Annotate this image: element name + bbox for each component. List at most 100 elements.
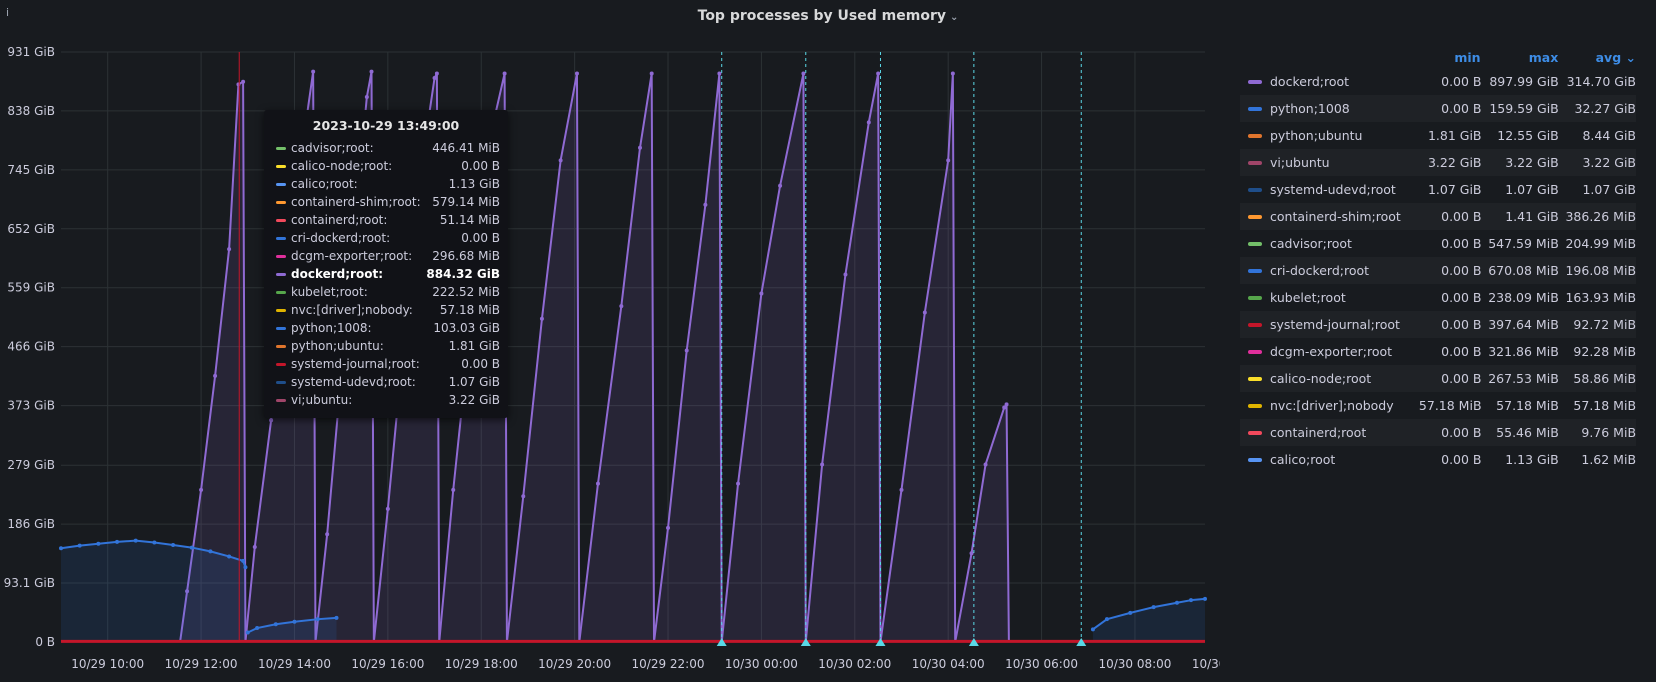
tooltip-series-name: systemd-journal;root: — [291, 357, 420, 371]
legend-header-avg[interactable]: avg ⌄ — [1558, 50, 1636, 65]
legend-series-name[interactable]: systemd-udevd;root — [1270, 182, 1396, 197]
tooltip-series-name: systemd-udevd;root: — [291, 375, 416, 389]
x-tick-label: 10/30 00:00 — [725, 657, 798, 671]
series-swatch — [276, 326, 286, 330]
series-swatch — [276, 272, 286, 276]
data-point — [255, 626, 260, 631]
series-layer — [59, 69, 1207, 643]
legend-max-value: 57.18 MiB — [1496, 398, 1559, 413]
data-point — [334, 615, 339, 620]
legend-row[interactable]: containerd;root 0.00 B 55.46 MiB 9.76 MiB — [1240, 419, 1636, 446]
tooltip-row: containerd-shim;root: 579.14 MiB — [264, 193, 508, 211]
tooltip-series-value: 0.00 B — [461, 159, 500, 173]
legend-max-value: 897.99 GiB — [1489, 74, 1559, 89]
series-swatch[interactable] — [1248, 241, 1262, 246]
series-swatch[interactable] — [1248, 187, 1262, 192]
series-swatch[interactable] — [1248, 430, 1262, 435]
series-swatch — [276, 308, 286, 312]
legend-series-name[interactable]: nvc:[driver];nobody — [1270, 398, 1394, 413]
legend-row[interactable]: calico-node;root 0.00 B 267.53 MiB 58.86 Mi… — [1240, 365, 1636, 392]
legend-series-name[interactable]: calico-node;root — [1270, 371, 1372, 386]
data-point — [684, 348, 689, 353]
series-swatch[interactable] — [1248, 403, 1262, 408]
series-swatch[interactable] — [1248, 322, 1262, 327]
legend-series-name[interactable]: vi;ubuntu — [1270, 155, 1330, 170]
legend-series-name[interactable]: kubelet;root — [1270, 290, 1346, 305]
legend-series-name[interactable]: containerd;root — [1270, 425, 1367, 440]
series-swatch — [276, 344, 286, 348]
data-point — [269, 418, 274, 423]
data-point — [273, 622, 278, 627]
legend-series-name[interactable]: systemd-journal;root — [1270, 317, 1400, 332]
legend-series-name[interactable]: python;1008 — [1270, 101, 1350, 116]
chevron-down-icon[interactable]: ⌄ — [949, 12, 959, 23]
y-tick-label: 466 GiB — [7, 340, 55, 354]
data-point — [574, 71, 579, 76]
series-swatch — [276, 236, 286, 240]
legend-series-name[interactable]: calico;root — [1270, 452, 1336, 467]
data-point — [171, 543, 176, 548]
legend-header-avg-label[interactable]: avg — [1595, 49, 1622, 65]
series-swatch — [276, 146, 286, 150]
legend-row[interactable]: systemd-journal;root 0.00 B 397.64 MiB 92.7… — [1240, 311, 1636, 338]
legend-row[interactable]: python;ubuntu 1.81 GiB 12.55 GiB 8.44 GiB — [1240, 122, 1636, 149]
tooltip-row: calico-node;root: 0.00 B — [264, 157, 508, 175]
series-swatch[interactable] — [1248, 79, 1262, 84]
legend-min-value: 0.00 B — [1441, 209, 1482, 224]
x-axis: 10/29 10:00 10/29 12:00 10/29 14:00 10/29 1… — [71, 657, 1220, 671]
series-swatch[interactable] — [1248, 457, 1262, 462]
legend-row[interactable]: vi;ubuntu 3.22 GiB 3.22 GiB 3.22 GiB — [1240, 149, 1636, 176]
series-swatch[interactable] — [1248, 295, 1262, 300]
series-line — [505, 72, 581, 643]
legend-row[interactable]: calico;root 0.00 B 1.13 GiB 1.62 MiB — [1240, 446, 1636, 473]
series-line — [653, 72, 723, 643]
tooltip-row: cri-dockerd;root: 0.00 B — [264, 229, 508, 247]
x-tick-label: 10/29 18:00 — [445, 657, 518, 671]
series-swatch[interactable] — [1248, 349, 1262, 354]
data-point — [946, 158, 951, 163]
legend-series-name[interactable]: dcgm-exporter;root — [1270, 344, 1393, 359]
data-point — [227, 554, 232, 559]
legend-series-name[interactable]: python;ubuntu — [1270, 128, 1363, 143]
legend-series-name[interactable]: cadvisor;root — [1270, 236, 1352, 251]
legend-avg-value: 92.72 MiB — [1573, 317, 1637, 332]
y-tick-label: 559 GiB — [7, 281, 55, 295]
data-point — [1104, 617, 1109, 622]
legend-max-value: 670.08 MiB — [1488, 263, 1559, 278]
legend-row[interactable]: kubelet;root 0.00 B 238.09 MiB 163.93 MiB — [1240, 284, 1636, 311]
series-swatch[interactable] — [1248, 106, 1262, 111]
sort-desc-icon[interactable]: ⌄ — [1625, 49, 1636, 65]
series-swatch[interactable] — [1248, 160, 1262, 165]
legend-row[interactable]: cri-dockerd;root 0.00 B 670.08 MiB 196.08 M… — [1240, 257, 1636, 284]
legend-row[interactable]: python;1008 0.00 B 159.59 GiB 32.27 GiB — [1240, 95, 1636, 122]
series-swatch[interactable] — [1248, 133, 1262, 138]
legend-row[interactable]: dockerd;root 0.00 B 897.99 GiB 314.70 GiB — [1240, 68, 1636, 95]
info-icon[interactable]: i — [6, 6, 10, 19]
series-swatch — [276, 362, 286, 366]
legend-series-name[interactable]: containerd-shim;root — [1270, 209, 1401, 224]
y-tick-label: 0 B — [35, 635, 55, 649]
chart-canvas[interactable]: 931 GiB 838 GiB 745 GiB 652 GiB 559 GiB 466 G… — [0, 0, 1220, 682]
data-point — [325, 532, 330, 537]
legend-header-min[interactable]: min — [1454, 49, 1481, 65]
legend-row[interactable]: systemd-udevd;root 1.07 GiB 1.07 GiB 1.07 G… — [1240, 176, 1636, 203]
panel-title[interactable]: Top processes by Used memory ⌄ — [0, 8, 1656, 24]
series-swatch[interactable] — [1248, 268, 1262, 273]
tooltip-series-name: vi;ubuntu: — [291, 393, 353, 407]
legend-series-name[interactable]: cri-dockerd;root — [1270, 263, 1370, 278]
legend-row[interactable]: cadvisor;root 0.00 B 547.59 MiB 204.99 MiB — [1240, 230, 1636, 257]
series-swatch[interactable] — [1248, 214, 1262, 219]
data-point — [983, 462, 988, 467]
legend-row[interactable]: dcgm-exporter;root 0.00 B 321.86 MiB 92.28 … — [1240, 338, 1636, 365]
tooltip-series-value: 103.03 GiB — [433, 321, 500, 335]
y-tick-label: 931 GiB — [7, 45, 55, 59]
series-line — [720, 72, 807, 643]
data-point — [778, 183, 783, 188]
series-swatch[interactable] — [1248, 376, 1262, 381]
legend-row[interactable]: containerd-shim;root 0.00 B 1.41 GiB 386.26… — [1240, 203, 1636, 230]
legend-row[interactable]: nvc:[driver];nobody 57.18 MiB 57.18 MiB 57.… — [1240, 392, 1636, 419]
legend-series-name[interactable]: dockerd;root — [1270, 74, 1350, 89]
legend-header-max[interactable]: max — [1528, 49, 1559, 65]
panel-title-text[interactable]: Top processes by Used memory — [697, 8, 946, 24]
x-tick-label: 10/30 04:00 — [912, 657, 985, 671]
